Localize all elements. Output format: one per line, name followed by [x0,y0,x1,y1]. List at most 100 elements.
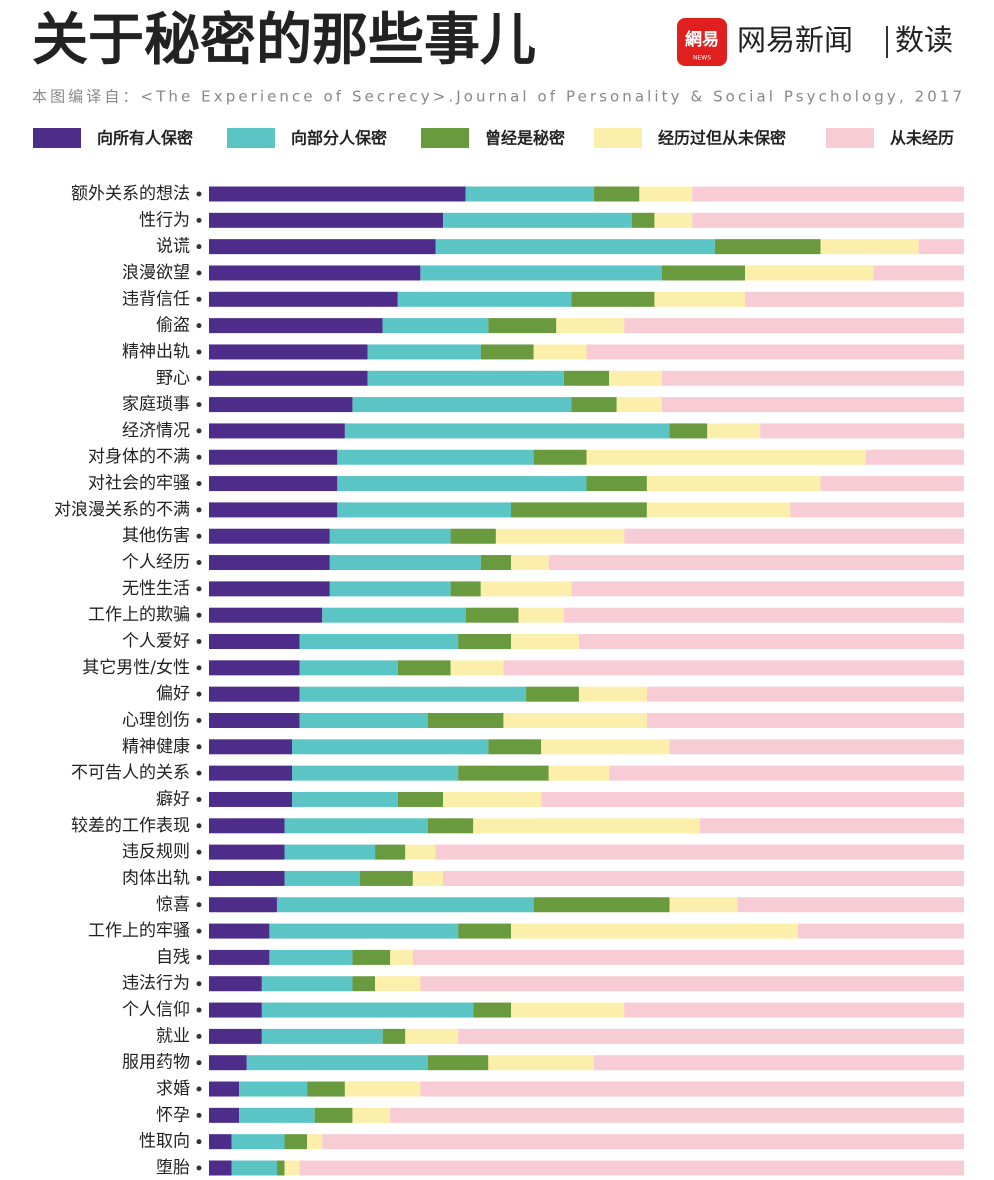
bar-segment [209,607,323,623]
bar-segment [865,449,964,465]
bar-segment [292,739,489,755]
legend-swatch [227,128,275,148]
bar-segment [458,1028,964,1044]
bar-segment [556,318,625,334]
bar-segment [209,581,330,597]
y-tick-label: 性行为 [139,210,190,230]
bar-segment [209,265,421,281]
bar-segment [390,949,413,965]
bar-segment [405,844,436,860]
y-tick-label: 就业 [156,1026,190,1046]
bar-segment [503,712,647,728]
tick-dot [196,796,202,802]
tick-dot [196,481,202,487]
logo-icon-text: 網易 [685,29,719,50]
bar-segment [209,212,444,228]
bar-segment [548,765,610,781]
bar-segment [541,791,964,807]
bar-segment [511,634,579,650]
bar-segment [209,923,270,939]
bar-segment [209,1055,247,1071]
bar-segment [322,1134,964,1150]
bar-segment [473,1002,511,1018]
bar-segment [209,712,300,728]
bar-segment [609,765,964,781]
bar-segment [594,186,640,202]
legend-swatch [421,128,469,148]
logo-icon-sub: NEWS [693,55,711,62]
y-tick-label: 个人爱好 [122,632,190,652]
tick-dot [196,507,202,513]
legend-label: 曾经是秘密 [485,129,565,148]
bar-segment [367,370,564,386]
y-tick-label: 说谎 [156,237,190,257]
y-tick-label: 不可告人的关系 [71,763,190,783]
bar-segment [412,949,965,965]
tick-dot [196,691,202,697]
subtitle: 本图编译自：<The Experience of Secrecy>.Journa… [32,88,962,106]
bar-segment [284,844,376,860]
bar-segment [646,476,821,492]
bar-segment [209,397,353,413]
y-tick-label: 求婚 [156,1079,190,1099]
bar-segment [209,949,270,965]
bar-segment [209,818,285,834]
tick-dot [196,849,202,855]
y-tick-label: 其它男性/女性 [82,658,190,678]
y-tick-label: 个人经历 [122,553,190,573]
tick-dot [196,217,202,223]
bar-segment [435,844,964,860]
bar-segment [820,476,964,492]
bar-segment [209,634,300,650]
bar-segment [209,844,285,860]
bar-segment [669,739,964,755]
bar-segment [563,370,610,386]
bar-segment [480,555,511,571]
tick-dot [196,875,202,881]
y-tick-label: 怀孕 [156,1105,190,1125]
y-tick-label: 性取向 [139,1132,190,1152]
bar-segment [329,528,451,544]
bar-segment [382,318,489,334]
bar-segment [209,344,368,360]
bar-segment [261,1002,474,1018]
bar-segment [669,897,738,913]
tick-dot [196,981,202,987]
bar-segment [209,1081,240,1097]
tick-dot [196,1060,202,1066]
bar-segment [209,660,300,676]
tick-dot [196,296,202,302]
bar-segment [714,239,821,255]
bar-segment [790,502,964,518]
tick-dot [196,244,202,250]
tick-dot [196,928,202,934]
bar-segment [480,344,534,360]
bar-segment [299,634,459,650]
bar-segment [707,423,761,439]
bar-segment [276,897,534,913]
bar-segment [209,476,338,492]
bar-segment [609,370,662,386]
tick-dot [196,428,202,434]
bar-segment [352,949,391,965]
y-tick-label: 浪漫欲望 [122,263,190,283]
legend-label: 经历过但从未保密 [658,129,786,148]
bar-segment [360,870,413,886]
y-tick-label: 其他伤害 [122,526,190,546]
bar-segment [367,344,481,360]
bar-segment [405,1028,459,1044]
bar-segment [269,949,353,965]
bar-segment [571,291,655,307]
bar-segment [654,291,746,307]
bar-segment [209,1160,232,1176]
bar-segment [533,344,587,360]
legend-label: 向所有人保密 [97,129,193,148]
bar-segment [209,791,293,807]
bar-segment [292,791,398,807]
bar-segment [261,976,353,992]
bar-segment [375,976,421,992]
y-tick-label: 肉体出轨 [122,868,190,888]
bar-segment [511,502,647,518]
bar-segment [465,186,595,202]
